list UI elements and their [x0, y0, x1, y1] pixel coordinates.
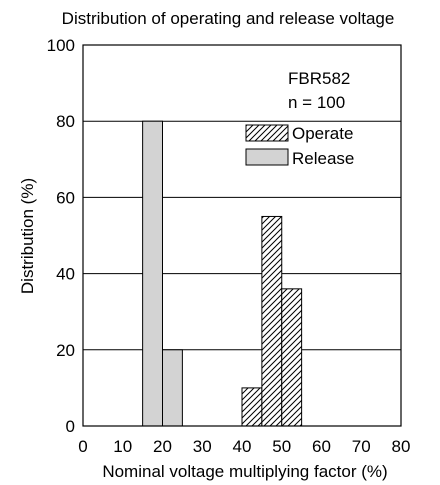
- legend: Operate Release: [246, 124, 354, 168]
- bar-operate: [262, 216, 282, 426]
- x-tick-label: 60: [312, 437, 331, 456]
- x-tick-label: 50: [272, 437, 291, 456]
- y-tick-labels: 0 20 40 60 80 100: [47, 36, 75, 436]
- x-tick-labels: 0 10 20 30 40 50 60 70 80: [78, 437, 410, 456]
- y-tick-label: 100: [47, 36, 75, 55]
- bar-operate: [242, 388, 262, 426]
- chart-title: Distribution of operating and release vo…: [62, 9, 395, 28]
- bar-release: [143, 121, 163, 426]
- plot-frame: [83, 45, 401, 426]
- legend-label-release: Release: [292, 149, 354, 168]
- bar-release: [163, 350, 183, 426]
- y-tick-label: 40: [56, 265, 75, 284]
- legend-swatch-operate: [246, 125, 288, 141]
- x-tick-label: 40: [233, 437, 252, 456]
- annotation-model: FBR582: [288, 69, 350, 88]
- x-tick-label: 80: [392, 437, 411, 456]
- legend-label-operate: Operate: [292, 124, 353, 143]
- legend-swatch-release: [246, 149, 288, 165]
- x-tick-label: 70: [352, 437, 371, 456]
- x-tick-label: 30: [193, 437, 212, 456]
- y-tick-label: 80: [56, 112, 75, 131]
- y-tick-label: 0: [66, 417, 75, 436]
- bar-operate: [282, 289, 302, 426]
- annotation-sample-size: n = 100: [288, 93, 345, 112]
- x-tick-label: 20: [153, 437, 172, 456]
- x-axis-label: Nominal voltage multiplying factor (%): [102, 462, 387, 481]
- y-tick-label: 60: [56, 188, 75, 207]
- x-tick-label: 10: [113, 437, 132, 456]
- y-axis-label: Distribution (%): [18, 178, 37, 294]
- y-tick-label: 20: [56, 341, 75, 360]
- x-tick-label: 0: [78, 437, 87, 456]
